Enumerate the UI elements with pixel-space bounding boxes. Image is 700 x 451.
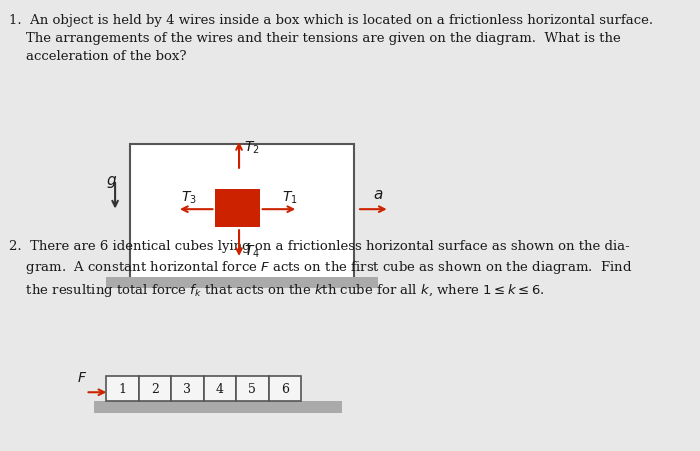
Bar [130,144,354,280]
Text: $T_3$: $T_3$ [181,189,197,205]
Text: 1.  An object is held by 4 wires inside a box which is located on a frictionless: 1. An object is held by 4 wires inside a… [9,14,653,62]
Text: $g$: $g$ [106,174,118,190]
Text: $T_1$: $T_1$ [282,189,298,205]
Text: 4: 4 [216,382,224,396]
Bar [216,189,260,228]
Text: $T_4$: $T_4$ [244,243,260,259]
Text: 2: 2 [151,382,159,396]
Text: 5: 5 [248,382,256,396]
Bar [106,377,139,401]
Text: 1: 1 [118,382,127,396]
Bar [204,377,236,401]
Text: 2.  There are 6 identical cubes lying on a frictionless horizontal surface as sh: 2. There are 6 identical cubes lying on … [9,239,632,298]
Bar [139,377,172,401]
Text: $T_2$: $T_2$ [244,139,260,156]
Bar [269,377,301,401]
Bar [106,277,378,289]
Text: $F$: $F$ [77,370,87,384]
Bar [236,377,269,401]
Text: $a$: $a$ [373,188,384,202]
Bar [172,377,204,401]
Text: 6: 6 [281,382,289,396]
Bar [94,401,342,413]
Text: 3: 3 [183,382,191,396]
